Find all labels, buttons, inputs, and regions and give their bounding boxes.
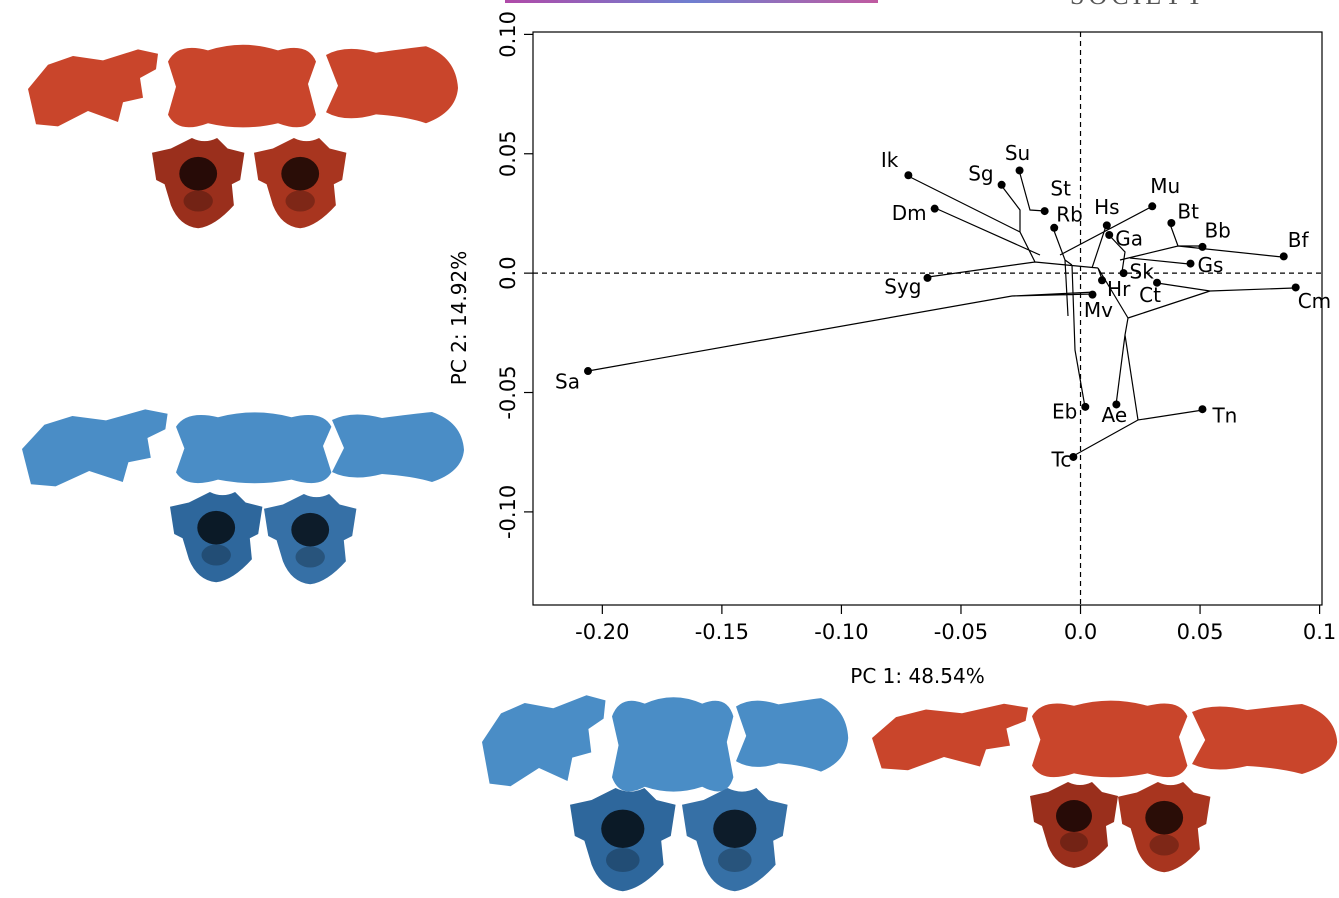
header-text: SOCIETY <box>1070 0 1208 10</box>
page: {"header_text": "SOCIETY", "chart_data":… <box>0 0 1339 898</box>
point <box>1280 252 1288 260</box>
point <box>1098 276 1106 284</box>
y-tick-label: 0.05 <box>496 130 520 177</box>
y-tick-label: -0.10 <box>496 485 520 539</box>
point-label: Tc <box>1051 447 1072 471</box>
point-label: Su <box>1005 141 1030 165</box>
vertebra-red-bottom <box>872 701 1337 873</box>
point <box>1187 260 1195 268</box>
point-label: Bb <box>1204 218 1230 242</box>
point-label: Ae <box>1102 403 1128 427</box>
point-label: Dm <box>892 201 927 225</box>
vertebra-red-top <box>28 45 458 229</box>
point <box>1103 221 1111 229</box>
point-label: Sg <box>968 161 993 185</box>
point <box>904 171 912 179</box>
point-label: Sa <box>555 370 580 394</box>
x-tick-label: -0.15 <box>695 620 749 644</box>
point <box>1016 166 1024 174</box>
plot-frame <box>533 32 1322 605</box>
point-label: Ga <box>1115 226 1143 250</box>
y-tick-label: -0.05 <box>496 365 520 419</box>
point-label: St <box>1050 177 1071 201</box>
point-label: Syg <box>884 274 921 298</box>
point-label: Bt <box>1177 200 1199 224</box>
point <box>998 181 1006 189</box>
figure: SOCIETY -0.20 -0.15 -0.10 -0.05 0.0 0.05 0.1 -0… <box>0 0 1339 898</box>
cover-strip <box>505 0 878 3</box>
point-label: Hs <box>1094 195 1119 219</box>
point-label: Tn <box>1211 404 1237 428</box>
point <box>1198 243 1206 251</box>
x-tick-label: 0.0 <box>1064 620 1097 644</box>
point <box>924 274 932 282</box>
point <box>1081 403 1089 411</box>
point-label: Mu <box>1150 174 1180 198</box>
point <box>1167 219 1175 227</box>
point <box>1041 207 1049 215</box>
x-tick-label: 0.1 <box>1303 620 1336 644</box>
point <box>584 367 592 375</box>
point-label: Ik <box>881 148 899 172</box>
point <box>931 205 939 213</box>
x-tick-label: 0.05 <box>1177 620 1224 644</box>
point-label: Cm <box>1298 289 1331 313</box>
vertebra-blue-bottom <box>482 695 848 891</box>
point-label: Bf <box>1288 228 1310 252</box>
point-label: Eb <box>1052 399 1077 423</box>
x-axis-title: PC 1: 48.54% <box>850 664 984 688</box>
point-label: Gs <box>1198 253 1224 277</box>
point <box>1148 202 1156 210</box>
y-tick-label: 0.10 <box>496 11 520 58</box>
point <box>1105 231 1113 239</box>
vertebra-blue-left <box>22 409 464 584</box>
x-tick-label: -0.20 <box>575 620 629 644</box>
y-tick-label: 0.0 <box>496 256 520 289</box>
point-label: Sk <box>1130 260 1155 284</box>
x-tick-label: -0.10 <box>814 620 868 644</box>
y-axis-title: PC 2: 14.92% <box>447 251 471 385</box>
point <box>1198 405 1206 413</box>
point-label: Mv <box>1084 298 1113 322</box>
point-label: Ct <box>1139 283 1161 307</box>
x-tick-label: -0.05 <box>934 620 988 644</box>
point-label: Rb <box>1056 202 1083 226</box>
